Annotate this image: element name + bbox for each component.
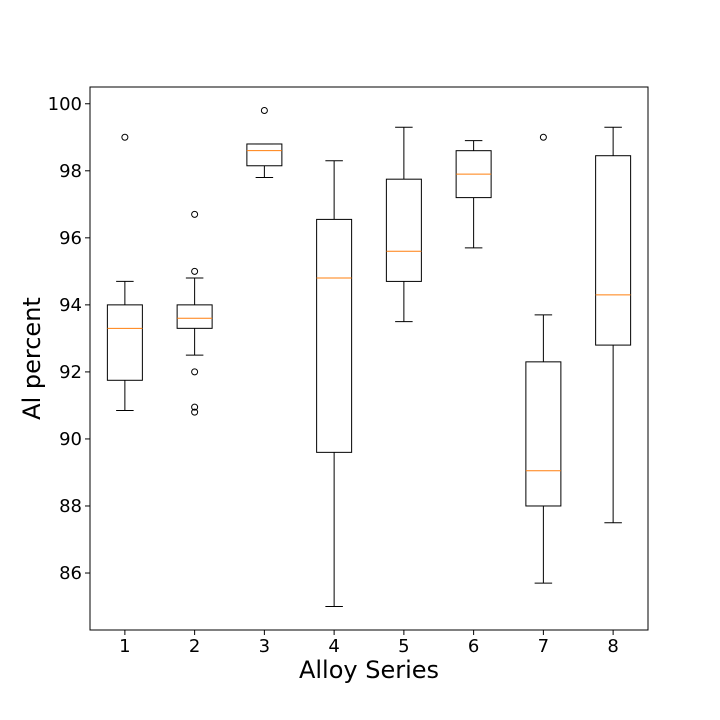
iqr-box [106, 304, 143, 381]
y-tick-label: 94 [59, 295, 82, 316]
y-tick-label: 98 [59, 161, 82, 182]
box-series-6 [455, 140, 492, 249]
y-tick-label: 88 [59, 496, 82, 517]
box-series-3 [246, 106, 283, 178]
box-series-1 [106, 133, 143, 411]
iqr-box [525, 361, 562, 507]
boxes-group [106, 106, 632, 608]
outlier-point [121, 133, 129, 141]
outlier-point [191, 368, 199, 376]
y-tick-label: 96 [59, 228, 82, 249]
x-tick-label: 8 [607, 636, 618, 657]
x-axis-ticks: 1 2 3 4 5 6 7 8 [119, 630, 619, 657]
iqr-box [316, 218, 353, 453]
y-tick-label: 92 [59, 362, 82, 383]
outlier-point [191, 403, 199, 411]
box-series-4 [316, 160, 353, 608]
outlier-point [539, 133, 547, 141]
x-tick-label: 1 [119, 636, 130, 657]
plot-area [90, 87, 648, 630]
iqr-box [176, 304, 213, 329]
outlier-point [260, 106, 268, 114]
outlier-point [191, 408, 199, 416]
x-tick-label: 4 [328, 636, 339, 657]
x-tick-label: 7 [538, 636, 549, 657]
box-series-5 [385, 126, 422, 323]
x-tick-label: 2 [189, 636, 200, 657]
box-series-2 [176, 210, 213, 416]
x-tick-label: 3 [259, 636, 270, 657]
iqr-box [385, 178, 422, 282]
y-axis-label: Al percent [18, 297, 46, 420]
y-tick-label: 90 [59, 429, 82, 450]
box-series-8 [595, 126, 632, 524]
y-tick-label: 100 [48, 94, 82, 115]
x-tick-label: 5 [398, 636, 409, 657]
y-tick-label: 86 [59, 563, 82, 584]
y-axis-ticks: 86 88 90 92 94 96 98 100 [48, 94, 90, 584]
iqr-box [595, 155, 632, 346]
x-axis-label: Alloy Series [299, 656, 439, 684]
outlier-point [191, 210, 199, 218]
plot-frame [89, 86, 649, 631]
iqr-box [246, 143, 283, 167]
outlier-point [191, 267, 199, 275]
box-series-7 [525, 133, 562, 584]
x-tick-label: 6 [468, 636, 479, 657]
